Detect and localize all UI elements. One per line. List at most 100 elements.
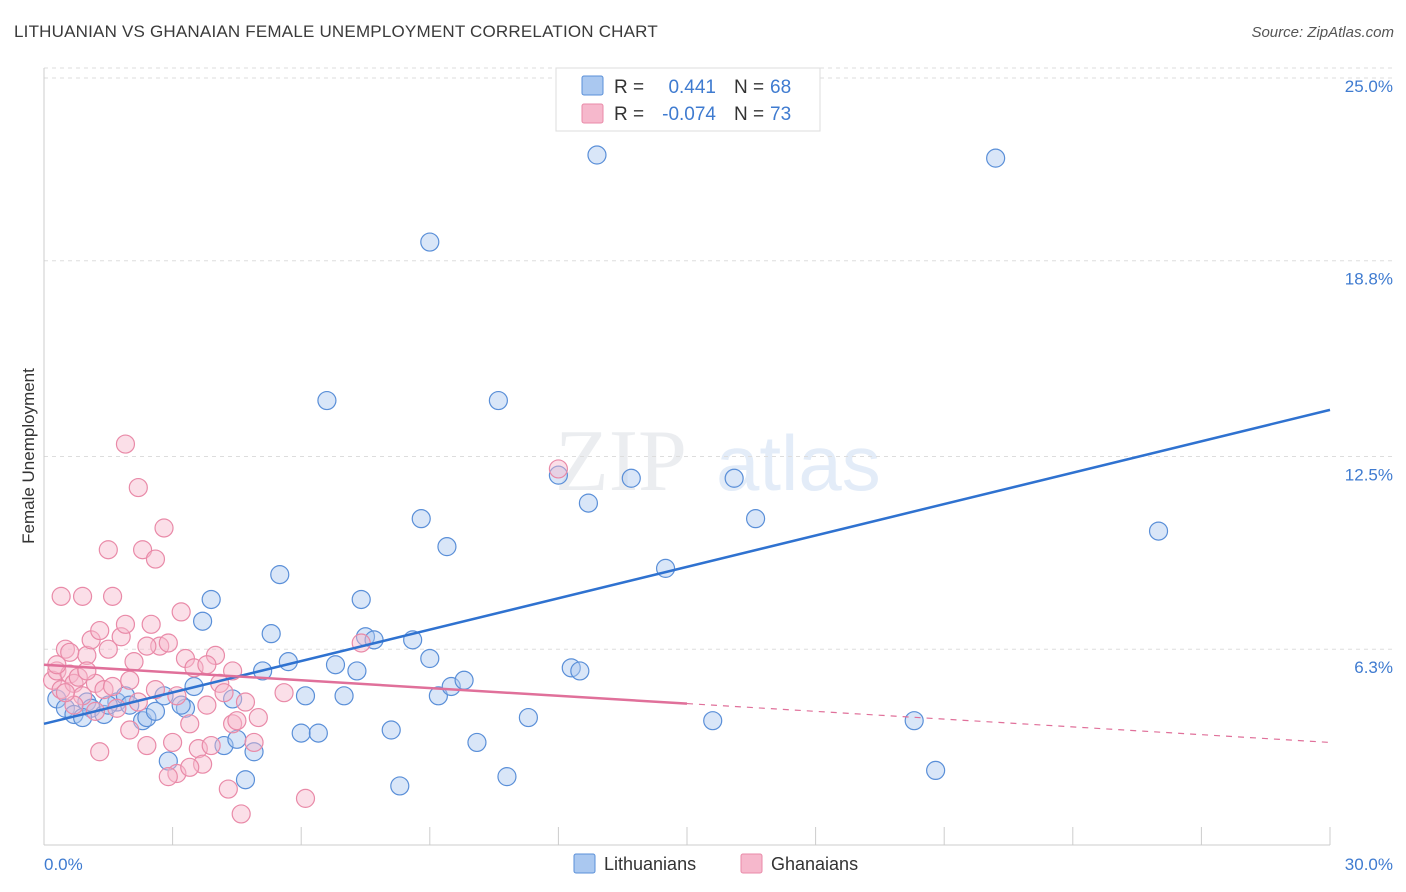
x-tick-label-min: 0.0%	[44, 855, 83, 874]
lithuanians-point	[291, 723, 311, 743]
ghanaians-point	[180, 757, 200, 777]
lithuanians-point	[904, 711, 924, 731]
ghanaians-point	[111, 627, 131, 647]
gridlines	[44, 67, 1393, 650]
ghanaians-point	[158, 633, 178, 653]
watermark-atlas: atlas	[716, 419, 881, 507]
ghanaians-point	[141, 614, 161, 634]
y-tick-label: 12.5%	[1345, 466, 1393, 485]
watermark-zip: ZIP	[555, 413, 687, 510]
lithuanians-point	[420, 648, 440, 669]
ghanaians-point	[132, 540, 153, 560]
bottom-legend: Lithuanians Ghanaians	[573, 853, 858, 874]
bottom-legend-label-lithuanians: Lithuanians	[604, 854, 696, 874]
ghanaians-point	[158, 767, 178, 787]
legend-r-value-pink: -0.074	[662, 104, 716, 125]
lithuanians-point	[270, 565, 290, 585]
ghanaians-point	[120, 720, 140, 740]
lithuanians-point	[295, 686, 316, 706]
x-ticks	[43, 827, 1331, 845]
lithuanians-point	[334, 686, 354, 706]
ghanaians-point	[351, 633, 371, 653]
lithuanians-point	[724, 468, 744, 488]
lithuanians-point	[926, 760, 946, 781]
ghanaians-point	[60, 642, 80, 662]
ghanaians-point	[137, 735, 157, 756]
lithuanians-point	[317, 390, 337, 411]
lithuanians-point	[703, 711, 723, 731]
lithuanians-point	[518, 707, 538, 728]
ghanaians-point	[295, 788, 316, 808]
lithuanians-point	[621, 468, 641, 488]
trend-line-ghanaians-extension	[686, 702, 1331, 744]
y-tick-label: 18.8%	[1345, 270, 1393, 289]
trend-line-lithuanians	[43, 408, 1331, 726]
bottom-legend-swatch-lithuanians	[573, 853, 596, 874]
ghanaians-point	[115, 434, 136, 454]
lithuanians-point	[201, 589, 221, 610]
ghanaians-point	[55, 683, 76, 703]
lithuanians-point	[578, 493, 599, 513]
lithuanians-point	[351, 589, 371, 610]
lithuanians-point	[390, 776, 410, 796]
lithuanians-point	[193, 611, 213, 631]
legend-swatch-blue	[581, 75, 604, 96]
lithuanians-point	[411, 509, 431, 529]
legend-n-label-blue: N =	[734, 77, 764, 98]
ghanaians-point	[248, 707, 268, 728]
source-credit: Source: ZipAtlas.com	[1251, 24, 1394, 41]
lithuanians-point	[488, 390, 508, 411]
legend: R = 0.441 N = 68 R = -0.074 N = 73	[555, 67, 821, 132]
ghanaians-point	[180, 714, 200, 734]
ghanaians-point	[231, 804, 251, 824]
legend-r-label-pink: R =	[614, 104, 644, 125]
ghanaians-point	[98, 639, 118, 659]
ghanaians-point	[51, 586, 71, 606]
ghanaians-point	[90, 620, 110, 641]
lithuanians-point	[235, 770, 256, 790]
ghanaians-point	[102, 586, 123, 606]
x-tick-label-max: 30.0%	[1345, 855, 1393, 874]
lithuanians-point	[467, 732, 487, 753]
lithuanians-point	[261, 624, 281, 644]
y-tick-label: 6.3%	[1354, 658, 1393, 677]
ghanaians-point	[90, 742, 110, 762]
ghanaians-point	[154, 518, 174, 538]
watermark: ZIP atlas	[555, 413, 881, 510]
legend-n-value-pink: 73	[770, 104, 791, 125]
legend-n-label-pink: N =	[734, 104, 764, 125]
lithuanians-point	[325, 655, 346, 675]
ghanaians-point	[197, 655, 217, 675]
trend-line-ghanaians	[43, 663, 688, 705]
bottom-legend-label-ghanaians: Ghanaians	[771, 854, 858, 874]
lithuanians-point	[437, 537, 457, 557]
ghanaians-point	[214, 683, 234, 703]
ghanaians-point	[145, 549, 166, 569]
ghanaians-point	[171, 602, 191, 622]
lithuanians-point	[308, 723, 328, 743]
legend-swatch-pink	[581, 103, 604, 124]
lithuanians-point	[1148, 521, 1169, 541]
ghanaians-point	[244, 732, 264, 753]
y-tick-label: 25.0%	[1345, 77, 1393, 96]
lithuanians-point	[587, 145, 607, 165]
lithuanians-point	[548, 465, 569, 485]
lithuanians-point	[428, 686, 448, 706]
lithuanians-point	[145, 701, 166, 721]
lithuanians-point	[171, 695, 191, 715]
legend-r-label-blue: R =	[614, 77, 644, 98]
ghanaians-point	[145, 679, 166, 700]
ghanaians-point	[120, 670, 140, 690]
y-tick-labels: 6.3% 12.5% 18.8% 25.0%	[1345, 77, 1393, 677]
lithuanians-point	[986, 148, 1006, 168]
ghanaians-point	[163, 732, 183, 753]
y-axis-title: Female Unemployment	[19, 368, 38, 544]
ghanaians-point	[201, 735, 221, 756]
series-ghanaians	[42, 434, 569, 824]
ghanaians-point	[227, 711, 247, 731]
ghanaians-point	[128, 477, 148, 498]
ghanaians-point	[102, 676, 123, 697]
ghanaians-point	[98, 540, 118, 560]
lithuanians-point	[381, 720, 401, 740]
